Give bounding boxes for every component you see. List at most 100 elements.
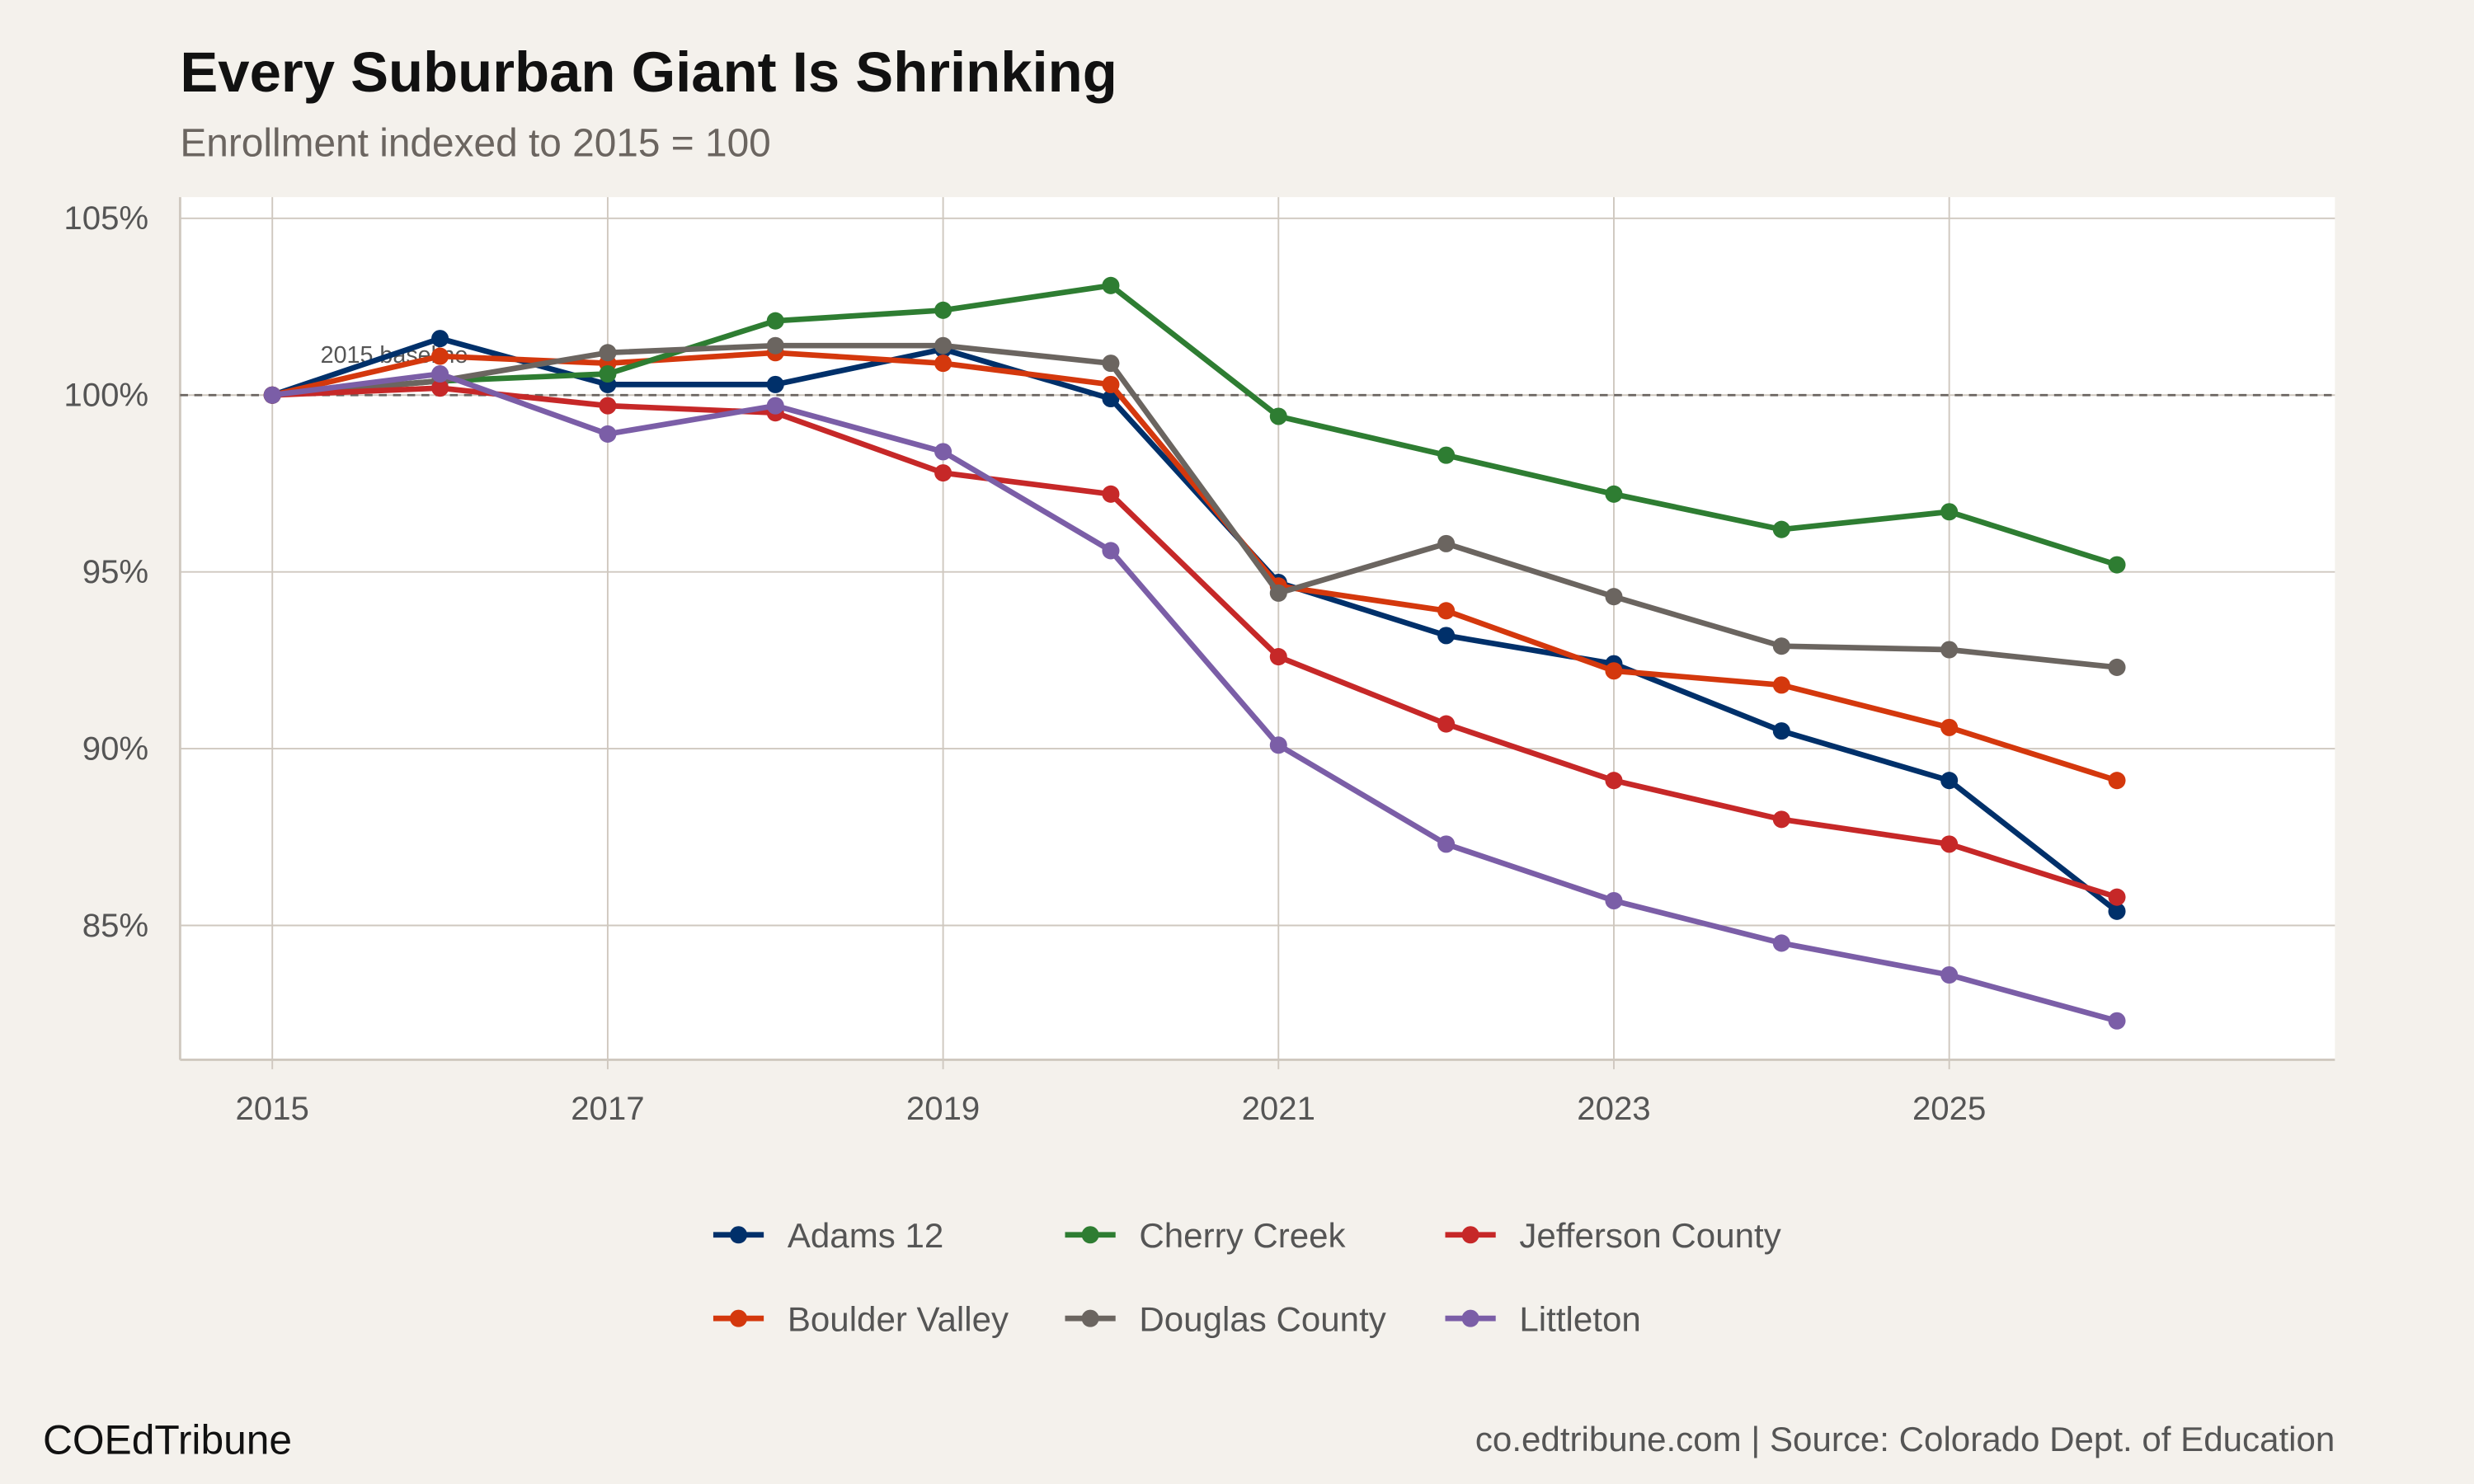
point-littleton-2016 bbox=[431, 364, 449, 383]
point-boulder-valley-2025 bbox=[1940, 718, 1959, 736]
point-cherry-creek-2019 bbox=[934, 301, 952, 319]
legend-label: Littleton bbox=[1519, 1299, 1640, 1338]
x-tick-label: 2023 bbox=[1577, 1090, 1650, 1127]
point-cherry-creek-2024 bbox=[1772, 520, 1790, 538]
legend-item-douglas-county: Douglas County bbox=[1065, 1299, 1386, 1338]
point-douglas-county-2026 bbox=[2108, 658, 2126, 676]
point-cherry-creek-2020 bbox=[1102, 276, 1120, 294]
point-adams-12-2022 bbox=[1437, 627, 1456, 645]
point-adams-12-2024 bbox=[1772, 722, 1790, 740]
point-cherry-creek-2026 bbox=[2108, 556, 2126, 574]
point-jefferson-county-2022 bbox=[1437, 715, 1456, 733]
legend-item-littleton: Littleton bbox=[1445, 1299, 1641, 1338]
point-jefferson-county-2026 bbox=[2108, 888, 2126, 906]
line-cherry-creek bbox=[271, 282, 2119, 568]
legend-swatch-point bbox=[1081, 1226, 1099, 1244]
y-tick-label: 95% bbox=[82, 553, 148, 590]
point-littleton-2018 bbox=[766, 397, 784, 415]
legend-swatch-point bbox=[730, 1226, 748, 1244]
point-littleton-2015 bbox=[263, 386, 281, 404]
point-jefferson-county-2021 bbox=[1269, 648, 1287, 666]
line-jefferson-county bbox=[272, 385, 2119, 900]
point-douglas-county-2023 bbox=[1605, 588, 1623, 606]
point-littleton-2022 bbox=[1437, 835, 1456, 853]
source-note: co.edtribune.com | Source: Colorado Dept… bbox=[1475, 1420, 2335, 1458]
legend-item-boulder-valley: Boulder Valley bbox=[713, 1299, 1009, 1338]
legend-item-cherry-creek: Cherry Creek bbox=[1065, 1216, 1347, 1255]
point-douglas-county-2018 bbox=[766, 336, 784, 355]
y-tick-label: 85% bbox=[82, 907, 148, 944]
point-boulder-valley-2026 bbox=[2108, 772, 2126, 790]
x-tick-label: 2025 bbox=[1912, 1090, 1986, 1127]
legend-swatch-point bbox=[730, 1309, 748, 1327]
point-boulder-valley-2016 bbox=[431, 347, 449, 365]
point-littleton-2021 bbox=[1269, 736, 1287, 754]
point-adams-12-2016 bbox=[431, 330, 449, 348]
series-douglas-county bbox=[263, 336, 2126, 676]
point-littleton-2019 bbox=[934, 443, 952, 461]
legend-swatch-point bbox=[1081, 1309, 1099, 1327]
legend-label: Cherry Creek bbox=[1139, 1216, 1346, 1255]
point-cherry-creek-2022 bbox=[1437, 446, 1456, 464]
point-cherry-creek-2017 bbox=[599, 364, 617, 383]
legend-label: Jefferson County bbox=[1519, 1216, 1780, 1255]
legend-label: Adams 12 bbox=[788, 1216, 943, 1255]
point-jefferson-county-2019 bbox=[934, 464, 952, 482]
line-boulder-valley bbox=[271, 350, 2119, 783]
point-jefferson-county-2025 bbox=[1940, 835, 1959, 853]
point-jefferson-county-2023 bbox=[1605, 772, 1623, 790]
point-boulder-valley-2019 bbox=[934, 355, 952, 373]
point-jefferson-county-2024 bbox=[1772, 810, 1790, 829]
legend-swatch-point bbox=[1461, 1226, 1479, 1244]
point-littleton-2025 bbox=[1940, 966, 1959, 984]
point-douglas-county-2022 bbox=[1437, 534, 1456, 552]
legend-label: Boulder Valley bbox=[788, 1299, 1009, 1338]
line-douglas-county bbox=[271, 342, 2118, 670]
x-tick-label: 2015 bbox=[236, 1090, 309, 1127]
y-tick-label: 90% bbox=[82, 730, 148, 767]
point-adams-12-2020 bbox=[1102, 390, 1120, 408]
point-littleton-2020 bbox=[1102, 542, 1120, 560]
point-cherry-creek-2023 bbox=[1605, 485, 1623, 503]
chart-title: Every Suburban Giant Is Shrinking bbox=[180, 40, 1117, 104]
legend: Adams 12 Boulder Valley Cherry Creek Dougla… bbox=[713, 1216, 1781, 1338]
point-boulder-valley-2022 bbox=[1437, 602, 1456, 620]
point-littleton-2024 bbox=[1772, 934, 1790, 952]
x-tick-label: 2019 bbox=[906, 1090, 980, 1127]
point-douglas-county-2017 bbox=[599, 344, 617, 362]
x-tick-label: 2017 bbox=[571, 1090, 644, 1127]
point-jefferson-county-2020 bbox=[1102, 485, 1120, 503]
chart-subtitle: Enrollment indexed to 2015 = 100 bbox=[180, 121, 770, 165]
plot-area bbox=[180, 197, 2335, 1060]
series-group bbox=[263, 276, 2126, 1030]
point-douglas-county-2025 bbox=[1940, 641, 1959, 659]
legend-item-jefferson-county: Jefferson County bbox=[1445, 1216, 1781, 1255]
point-littleton-2023 bbox=[1605, 891, 1623, 909]
y-tick-label: 105% bbox=[63, 200, 148, 237]
point-jefferson-county-2016 bbox=[431, 379, 449, 397]
x-tick-label: 2021 bbox=[1242, 1090, 1315, 1127]
legend-item-adams-12: Adams 12 bbox=[713, 1216, 943, 1255]
point-adams-12-2018 bbox=[766, 375, 784, 393]
point-boulder-valley-2023 bbox=[1605, 662, 1623, 680]
legend-swatch-point bbox=[1461, 1309, 1479, 1327]
point-douglas-county-2019 bbox=[934, 336, 952, 355]
point-cherry-creek-2025 bbox=[1940, 503, 1959, 521]
brand-logo-text: COEdTribune bbox=[43, 1417, 292, 1463]
point-littleton-2017 bbox=[599, 425, 617, 443]
point-boulder-valley-2024 bbox=[1772, 676, 1790, 694]
y-tick-label: 100% bbox=[63, 377, 148, 414]
point-douglas-county-2021 bbox=[1269, 584, 1287, 602]
point-douglas-county-2020 bbox=[1102, 355, 1120, 373]
point-boulder-valley-2020 bbox=[1102, 375, 1120, 393]
point-adams-12-2025 bbox=[1940, 772, 1959, 790]
line-littleton bbox=[271, 371, 2118, 1024]
series-littleton bbox=[263, 364, 2126, 1030]
point-cherry-creek-2021 bbox=[1269, 407, 1287, 425]
point-littleton-2026 bbox=[2108, 1012, 2126, 1030]
point-douglas-county-2024 bbox=[1772, 637, 1790, 655]
point-cherry-creek-2018 bbox=[766, 312, 784, 330]
point-jefferson-county-2017 bbox=[599, 397, 617, 415]
point-adams-12-2026 bbox=[2108, 902, 2126, 920]
